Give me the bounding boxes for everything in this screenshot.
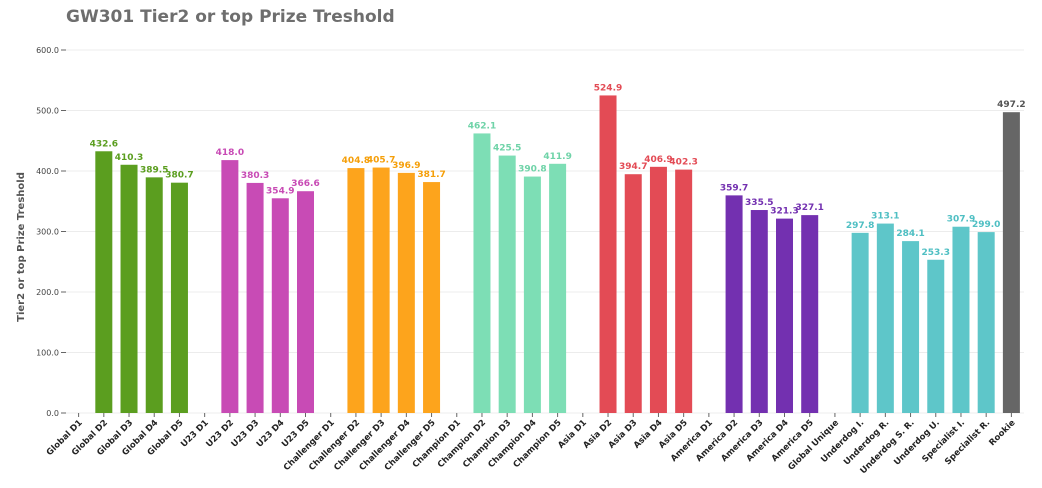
bar [423,182,441,413]
y-tick-label: 200.0 [36,288,59,297]
y-tick-label: 600.0 [36,46,59,55]
data-label: 432.6 [90,139,118,149]
data-label: 405.7 [367,156,395,166]
bar [776,218,793,413]
bar [725,195,743,413]
y-tick-label: 100.0 [36,349,59,358]
category-label: Specialist R. [943,418,992,467]
bar [372,167,390,413]
bar [145,177,163,413]
data-label: 380.7 [165,171,193,181]
y-tick-label: 400.0 [36,167,59,176]
bar [549,163,567,413]
bar [297,191,314,413]
bar [473,133,491,413]
bar [649,166,667,413]
bar [876,223,894,413]
data-label: 396.9 [392,161,420,171]
bar [523,176,541,413]
data-label: 354.9 [266,186,294,196]
y-tick-label: 0.0 [46,409,59,418]
bar [271,198,289,413]
bar [120,164,138,413]
data-label: 381.7 [417,170,445,180]
data-label: 497.2 [997,100,1025,110]
data-label: 404.8 [342,156,370,166]
data-label: 389.5 [140,165,168,175]
bar [801,215,819,413]
data-label: 462.1 [468,121,496,131]
bar [246,182,264,413]
data-label: 402.3 [669,158,697,168]
data-label: 425.5 [493,144,521,154]
bar [902,241,920,413]
bar [750,210,768,413]
bar [347,168,365,413]
data-label: 524.9 [594,83,622,93]
bar [952,226,970,413]
bar [1002,112,1020,413]
bar [851,232,869,413]
data-label: 410.3 [115,153,143,163]
bar [927,259,945,413]
bars [95,95,1020,414]
data-label: 394.7 [619,162,647,172]
bar [397,172,415,413]
bar [977,232,995,413]
data-label: 284.1 [896,229,924,239]
data-label: 297.8 [846,221,874,231]
y-axis: 0.0 100.0 200.0 300.0 400.0 500.0 600.0 [36,46,66,418]
bar [221,160,239,413]
data-label: 366.6 [291,179,319,189]
data-label: 327.1 [795,203,823,213]
y-axis-label: Tier2 or top Prize Treshold [16,172,27,322]
data-label: 321.3 [770,207,798,217]
data-label: 380.3 [241,171,269,181]
chart-title: GW301 Tier2 or top Prize Treshold [66,7,395,27]
y-tick-label: 500.0 [36,107,59,116]
data-label: 359.7 [720,183,748,193]
y-tick-label: 300.0 [36,228,59,237]
data-label: 418.0 [216,148,244,158]
data-label: 411.9 [543,152,571,162]
data-label: 313.1 [871,212,899,222]
data-label: 253.3 [922,248,950,258]
bar [675,169,693,413]
data-label: 299.0 [972,220,1000,230]
bar [95,151,113,414]
bar [599,95,617,414]
data-label: 406.9 [644,155,672,165]
data-label: 390.8 [518,165,546,175]
category-label: Rookie [987,418,1017,448]
data-label: 335.5 [745,198,773,208]
bar [624,174,642,413]
bar [498,155,516,413]
bar [170,182,188,413]
data-label: 307.9 [947,215,975,225]
